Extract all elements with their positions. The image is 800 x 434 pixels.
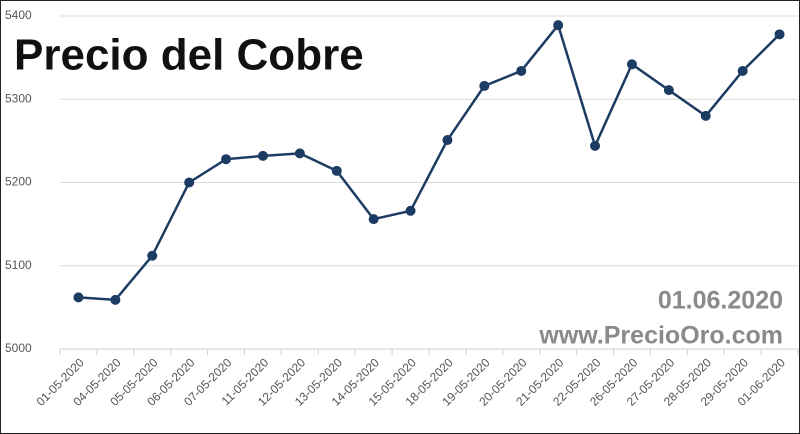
data-point bbox=[331, 165, 342, 176]
chart-title: Precio del Cobre bbox=[14, 31, 364, 80]
data-point bbox=[700, 110, 711, 121]
data-point bbox=[110, 294, 121, 305]
data-point bbox=[221, 154, 232, 165]
data-point bbox=[774, 29, 785, 40]
data-point bbox=[184, 177, 195, 188]
y-tick-label: 5300 bbox=[5, 91, 32, 105]
y-tick-label: 5400 bbox=[5, 8, 32, 22]
data-point bbox=[590, 140, 601, 151]
data-point bbox=[257, 150, 268, 161]
data-point bbox=[368, 214, 379, 225]
data-point bbox=[442, 135, 453, 146]
data-point bbox=[663, 85, 674, 96]
annotation-date: 01.06.2020 bbox=[658, 287, 783, 315]
y-tick-label: 5000 bbox=[5, 341, 32, 355]
data-point bbox=[73, 292, 84, 303]
data-point bbox=[294, 148, 305, 159]
data-point bbox=[553, 20, 564, 31]
annotation-site: www.PrecioOro.com bbox=[538, 322, 783, 350]
data-point bbox=[479, 80, 490, 91]
data-point bbox=[405, 205, 416, 216]
y-tick-label: 5100 bbox=[5, 258, 32, 272]
y-tick-label: 5200 bbox=[5, 175, 32, 189]
data-point bbox=[147, 250, 158, 261]
series-line bbox=[78, 22, 781, 302]
data-point bbox=[737, 65, 748, 76]
data-point bbox=[626, 59, 637, 70]
data-point bbox=[516, 65, 527, 76]
